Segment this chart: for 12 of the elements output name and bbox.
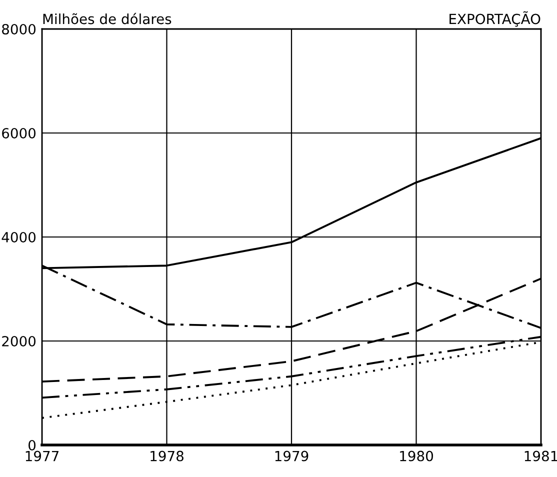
y-tick-label: 8000 (2, 24, 36, 34)
x-tick-label: 1980 (400, 450, 433, 462)
y-tick-label: 4000 (2, 232, 36, 242)
y-tick-label: 0 (28, 440, 36, 450)
x-tick-label: 1977 (26, 450, 58, 462)
chart-title: EXPORTAÇÃO (450, 11, 540, 27)
y-tick-label: 6000 (2, 128, 36, 138)
y-axis-title: Milhões de dólares (43, 12, 172, 24)
y-tick-label: 2000 (2, 336, 36, 346)
x-tick-label: 1978 (150, 450, 184, 462)
x-tick-label: 1981 (524, 450, 557, 462)
x-tick-label: 1979 (275, 450, 308, 462)
